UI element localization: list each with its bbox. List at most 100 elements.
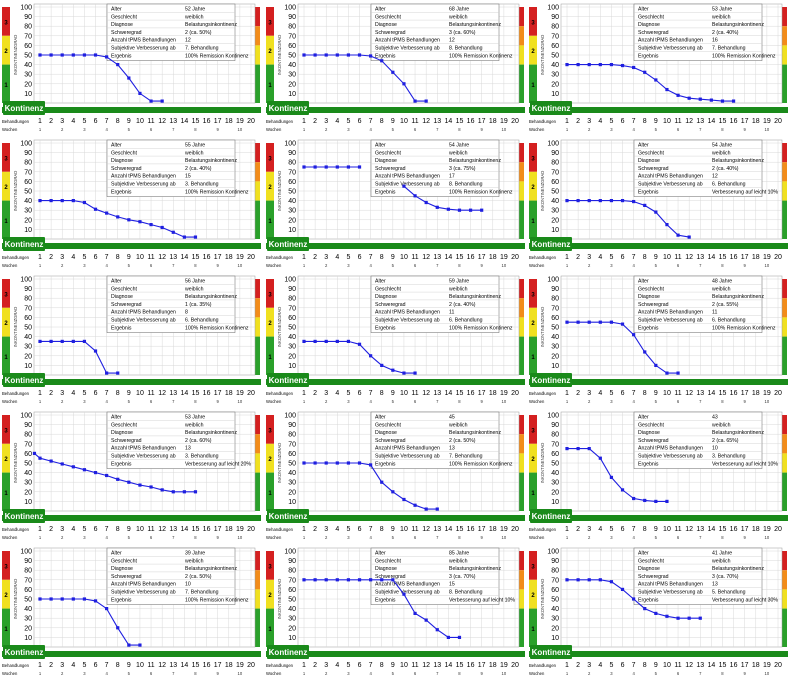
y-axis-label: INKONTINENZGRAD [277,443,282,483]
data-point [368,463,372,467]
x-tick-label: 2 [49,526,53,533]
y-tick-label: 30 [551,208,559,215]
y-tick-label: 90 [551,422,559,429]
info-value-subjektiv: 3. Behandlung [185,182,219,188]
y-tick-label: 80 [24,24,32,31]
x-tick-label: 8 [116,254,120,261]
y-tick-label: 70 [288,33,296,40]
grade-bar-label: 1 [4,83,8,89]
info-value-geschlecht: weiblich [185,150,204,156]
grade-bar-label: 2 [268,457,272,463]
data-point [116,626,120,630]
data-point [49,459,53,463]
x-tick-label: 9 [654,662,658,669]
info-label-anzahl: Anzahl tPMS Behandlungen [111,38,176,44]
x-tick-label: 7 [632,390,636,397]
info-value-geschlecht: weiblich [712,422,731,428]
info-label-alter: Alter [111,143,122,149]
chart-panel-4: 3 2 1 INKONTINENZGRAD 10 20 30 40 50 60 70 80 90 100 A… [0,136,263,272]
info-label-ergebnis: Ergebnis [638,325,659,331]
week-tick-label: 2 [325,263,328,268]
info-label-schweregrad: Schweregrad [375,438,406,444]
week-tick-label: 10 [765,535,770,540]
info-label-anzahl: Anzahl tPMS Behandlungen [375,174,440,180]
info-label-subjektiv: Subjektive Verbesserung ab [638,46,703,52]
info-label-geschlecht: Geschlecht [638,558,665,564]
info-value-ergebnis: Verbesserung auf leicht 30% [712,597,778,603]
week-tick-label: 7 [699,535,702,540]
week-tick-label: 6 [677,263,680,268]
y-tick-label: 90 [288,150,296,157]
x-tick-label: 16 [203,662,211,669]
data-point [401,184,406,188]
x-tick-label: 8 [379,662,383,669]
x-tick-label: 17 [741,662,749,669]
y-tick-label: 40 [288,334,296,341]
grade-bar-right-segment [255,7,260,27]
x-tick-label: 14 [444,254,452,261]
grade-bar-right-segment [782,181,787,201]
info-label-alter: Alter [638,7,649,13]
week-tick-label: 1 [39,671,42,676]
data-point [654,499,658,503]
x-tick-label: 16 [466,118,474,125]
x-tick-label: 10 [663,662,671,669]
info-label-geschlecht: Geschlecht [111,150,138,156]
grade-bar-segment [2,64,10,103]
continence-label: Kontinenz [532,240,571,249]
grade-bar-segment [2,608,10,647]
grade-bar-right-segment [782,26,787,46]
x-tick-label: 9 [390,118,394,125]
data-point [457,208,461,212]
y-tick-label: 70 [24,441,32,448]
week-tick-label: 9 [217,535,220,540]
data-point [160,99,164,103]
info-value-anzahl: 8 [185,310,188,316]
x-tick-label: 3 [587,390,591,397]
data-point [620,199,625,203]
grade-bar-right-segment [518,317,524,337]
info-value-anzahl: 13 [185,446,191,452]
x-tick-label: 8 [379,390,383,397]
data-point [82,468,87,472]
x-tick-label: 4 [71,390,75,397]
y-tick-label: 100 [20,141,32,148]
x-tick-label: 13 [696,390,704,397]
week-tick-label: 4 [632,399,635,404]
data-point [435,628,439,632]
y-tick-label: 100 [20,549,32,556]
info-label-ergebnis: Ergebnis [111,461,132,467]
data-point [182,235,186,239]
info-value-ergebnis: 100% Remission Kontinenz [185,325,249,331]
x-tick-label: 1 [38,254,42,261]
info-value-schweregrad: 2 (ca. 55%) [712,302,739,308]
y-tick-label: 70 [24,577,32,584]
data-point [587,320,591,324]
chart-panel-10: 3 2 1 INKONTINENZGRAD 10 20 30 40 50 60 70 80 90 100 A… [0,408,263,544]
week-tick-label: 10 [765,127,770,132]
info-value-geschlecht: weiblich [449,558,468,564]
x-tick-label: 4 [71,526,75,533]
data-point [665,371,669,375]
data-point [138,483,142,487]
x-tick-label: 9 [654,390,658,397]
data-point [357,165,361,169]
info-value-schweregrad: 2 (ca. 40%) [449,302,476,308]
grade-bar-right-segment [255,570,260,590]
x-tick-label: 13 [696,526,704,533]
x-tick-label: 20 [774,254,782,261]
info-value-subjektiv: 3. Behandlung [185,454,219,460]
data-point [654,210,658,214]
info-label-subjektiv: Subjektive Verbesserung ab [375,182,440,188]
data-point [38,456,42,460]
info-label-ergebnis: Ergebnis [375,461,396,467]
info-value-subjektiv: 6. Behandlung [185,318,219,324]
info-label-anzahl: Anzahl tPMS Behandlungen [375,38,440,44]
data-point [412,371,417,375]
x-tick-label: 10 [136,390,144,397]
x-tick-label: 11 [674,254,681,261]
grade-bar-label: 1 [4,219,8,225]
week-tick-label: 3 [610,535,613,540]
info-label-geschlecht: Geschlecht [638,14,665,20]
